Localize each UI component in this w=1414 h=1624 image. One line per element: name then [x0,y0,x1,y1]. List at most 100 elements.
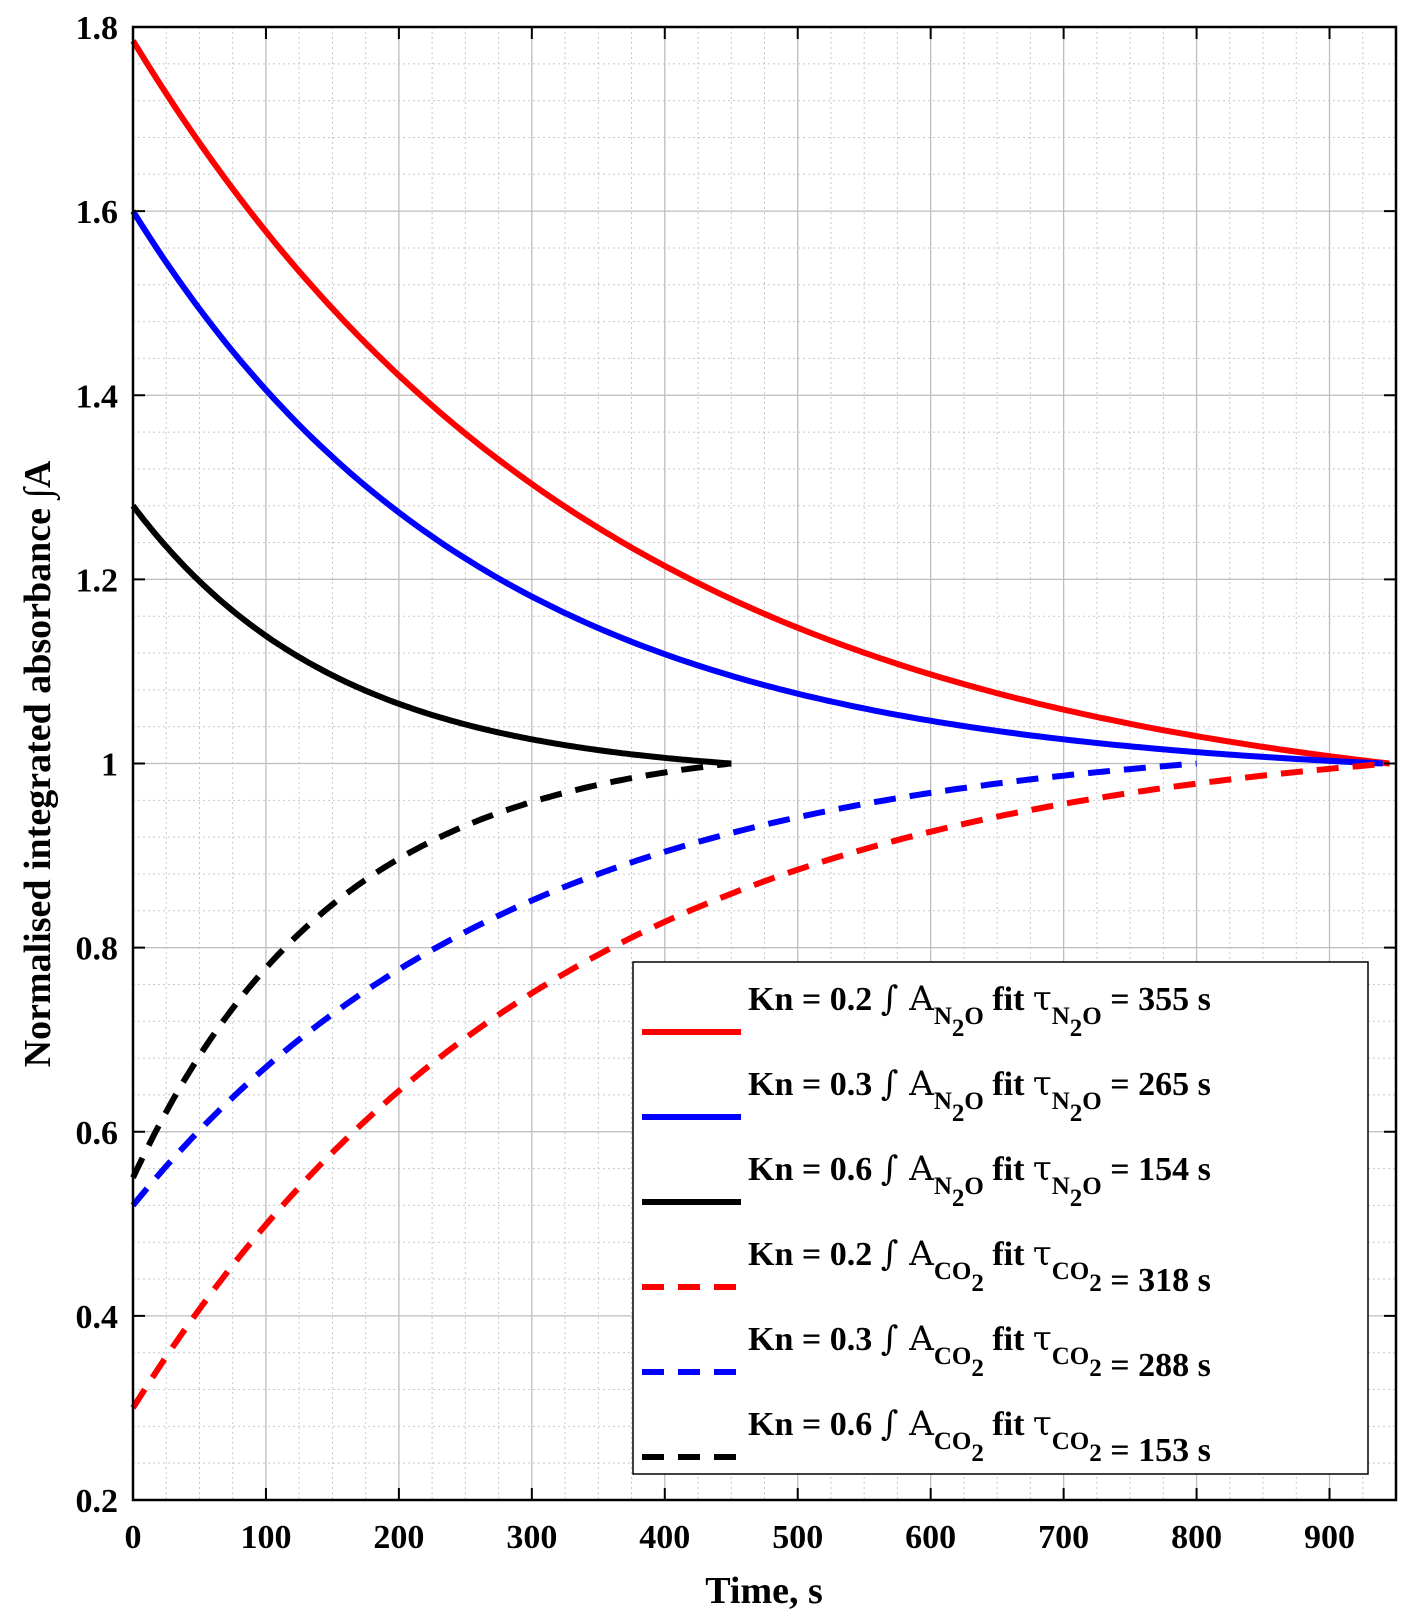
x-tick-label: 0 [125,1519,142,1556]
x-tick-label: 700 [1038,1519,1089,1556]
x-tick-label: 500 [772,1519,823,1556]
legend-sub-co: CO [1052,1258,1090,1285]
legend-fit: fit [984,1066,1033,1103]
legend-sub-n: N [934,1173,952,1200]
axis-ticks [132,26,1396,1501]
legend-tau: τ [1033,1319,1052,1359]
x-tick-label: 800 [1171,1519,1222,1556]
y-axis-title: Normalised integrated absorbance ∫A [17,460,61,1067]
y-tick-label: 0.6 [76,1115,119,1152]
x-tick-labels: 0 100 200 300 400 500 600 700 800 900 [125,1519,1356,1556]
series-layer [130,39,1390,1410]
legend-sub-2: 2 [1089,1270,1102,1297]
legend-sub-co: CO [934,1428,972,1455]
series-line-5 [130,760,1197,1208]
series-line-6 [130,760,732,1180]
legend-kn: Kn = 0.2 [748,1236,881,1273]
y-tick-label: 1.2 [76,562,119,599]
legend-sub-2: 2 [1089,1355,1102,1382]
x-axis-title: Time, s [705,1570,823,1612]
legend-sub-co: CO [934,1258,972,1285]
legend-fit: fit [984,1151,1033,1188]
legend-sub-o: O [964,1173,983,1200]
legend-fit: fit [984,981,1033,1018]
legend-sub-2: 2 [1070,1100,1083,1127]
legend-sub-o: O [1082,1173,1101,1200]
legend-fit: fit [984,1236,1033,1273]
legend-sub-2: 2 [952,1185,965,1212]
y-tick-label: 1.6 [76,194,119,231]
legend-sub-o: O [1082,1088,1101,1115]
x-tick-label: 200 [373,1519,424,1556]
legend-integral: ∫ A [881,1149,935,1189]
legend-sub-n: N [1052,1003,1070,1030]
legend-kn: Kn = 0.3 [748,1066,881,1103]
legend-tau-value: = 154 s [1102,1151,1211,1188]
legend-tau-value: = 318 s [1102,1262,1211,1299]
legend-label-1: Kn = 0.2 ∫ AN2O fit τN2O = 355 s [748,979,1211,1042]
x-tick-label: 600 [905,1519,956,1556]
legend-sub-n: N [934,1003,952,1030]
legend-sub-o: O [964,1003,983,1030]
legend-sub-co: CO [934,1343,972,1370]
legend-label-2: Kn = 0.3 ∫ AN2O fit τN2O = 265 s [748,1064,1211,1127]
x-tick-label: 400 [639,1519,690,1556]
legend-label-4: Kn = 0.2 ∫ ACO2 fit τCO2 = 318 s [748,1234,1211,1299]
legend-tau: τ [1033,979,1052,1019]
series-line-3 [130,503,732,767]
legend-kn: Kn = 0.6 [748,1151,881,1188]
x-tick-label: 100 [240,1519,291,1556]
legend-sub-n: N [1052,1088,1070,1115]
legend-tau: τ [1033,1149,1052,1189]
series-line-4 [130,760,1390,1410]
legend-sub-n: N [1052,1173,1070,1200]
legend-integral: ∫ A [881,1404,935,1444]
legend-sub-2: 2 [952,1100,965,1127]
legend-kn: Kn = 0.3 [748,1321,881,1358]
legend-fit: fit [984,1406,1033,1443]
legend-fit: fit [984,1321,1033,1358]
legend-label-6: Kn = 0.6 ∫ ACO2 fit τCO2 = 153 s [748,1404,1211,1469]
series-line-2 [130,209,1383,767]
legend-sub-o: O [964,1088,983,1115]
legend-sub-2: 2 [952,1015,965,1042]
legend: Kn = 0.2 ∫ AN2O fit τN2O = 355 sKn = 0.3… [632,961,1369,1475]
legend-sub-o: O [1082,1003,1101,1030]
legend-sub-co: CO [1052,1428,1090,1455]
y-tick-label: 1.8 [76,10,119,47]
legend-sub-n: N [934,1088,952,1115]
y-tick-label: 1 [101,747,118,784]
x-tick-label: 300 [506,1519,557,1556]
legend-sub-2: 2 [971,1440,984,1467]
legend-sub-2: 2 [1089,1440,1102,1467]
y-tick-label: 0.2 [76,1483,119,1520]
legend-sub-2: 2 [1070,1185,1083,1212]
y-tick-label: 1.4 [76,378,119,415]
legend-integral: ∫ A [881,1064,935,1104]
legend-label-3: Kn = 0.6 ∫ AN2O fit τN2O = 154 s [748,1149,1211,1212]
legend-tau-value: = 153 s [1102,1432,1211,1469]
legend-tau-value: = 265 s [1102,1066,1211,1103]
legend-tau: τ [1033,1404,1052,1444]
legend-tau: τ [1033,1234,1052,1274]
legend-kn: Kn = 0.2 [748,981,881,1018]
y-tick-label: 0.8 [76,931,119,968]
y-tick-labels: 0.2 0.4 0.6 0.8 1 1.2 1.4 1.6 1.8 [76,10,119,1520]
x-tick-label: 900 [1304,1519,1355,1556]
y-tick-label: 0.4 [76,1299,119,1336]
legend-integral: ∫ A [881,1234,935,1274]
legend-sub-co: CO [1052,1343,1090,1370]
legend-label-5: Kn = 0.3 ∫ ACO2 fit τCO2 = 288 s [748,1319,1211,1384]
legend-sub-2: 2 [971,1270,984,1297]
legend-box [632,961,1369,1475]
legend-sub-2: 2 [1070,1015,1083,1042]
series-line-1 [130,39,1390,767]
legend-tau: τ [1033,1064,1052,1104]
legend-integral: ∫ A [881,1319,935,1359]
legend-tau-value: = 288 s [1102,1347,1211,1384]
legend-tau-value: = 355 s [1102,981,1211,1018]
legend-sub-2: 2 [971,1355,984,1382]
legend-integral: ∫ A [881,979,935,1019]
legend-kn: Kn = 0.6 [748,1406,881,1443]
